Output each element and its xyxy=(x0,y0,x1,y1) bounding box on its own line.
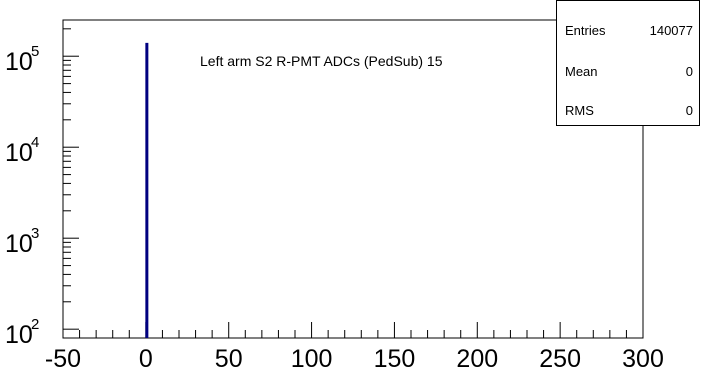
y-tick-label: 10 xyxy=(5,321,33,349)
stat-row-entries: Entries 140077 xyxy=(557,23,699,45)
y-tick-exponent: 2 xyxy=(31,316,39,333)
chart-title: Left arm S2 R-PMT ADCs (PedSub) 15 xyxy=(200,53,443,69)
y-tick-exponent: 4 xyxy=(31,134,39,151)
y-tick-label: 10 xyxy=(5,48,33,76)
stat-name: Mean xyxy=(565,64,598,79)
stat-value: 140077 xyxy=(649,23,693,38)
y-minor-ticks xyxy=(63,28,79,330)
x-tick-label: 150 xyxy=(374,345,416,371)
stat-name: RMS xyxy=(565,103,594,118)
x-tick-label: 50 xyxy=(215,345,243,371)
x-ticks: -50 0 50 100 150 200 250 300 xyxy=(45,322,664,371)
x-tick-label: -50 xyxy=(45,345,81,371)
y-tick-label: 10 xyxy=(5,139,33,167)
stat-value: 0 xyxy=(685,103,693,118)
x-tick-label: 300 xyxy=(622,345,664,371)
stat-value: 0 xyxy=(685,64,693,79)
plot-frame xyxy=(62,19,644,339)
y-tick-exponent: 5 xyxy=(31,43,39,60)
stat-row-rms: RMS 0 xyxy=(557,103,699,125)
stat-name: Entries xyxy=(565,23,606,38)
x-tick-label: 200 xyxy=(456,345,498,371)
stat-row-mean: Mean 0 xyxy=(557,64,699,86)
x-tick-label: 100 xyxy=(291,345,333,371)
y-tick-exponent: 3 xyxy=(31,225,39,242)
x-tick-label: 0 xyxy=(139,345,153,371)
stats-box: Entries 140077 Mean 0 RMS 0 xyxy=(556,0,700,126)
x-tick-label: 250 xyxy=(539,345,581,371)
y-tick-label: 10 xyxy=(5,230,33,258)
